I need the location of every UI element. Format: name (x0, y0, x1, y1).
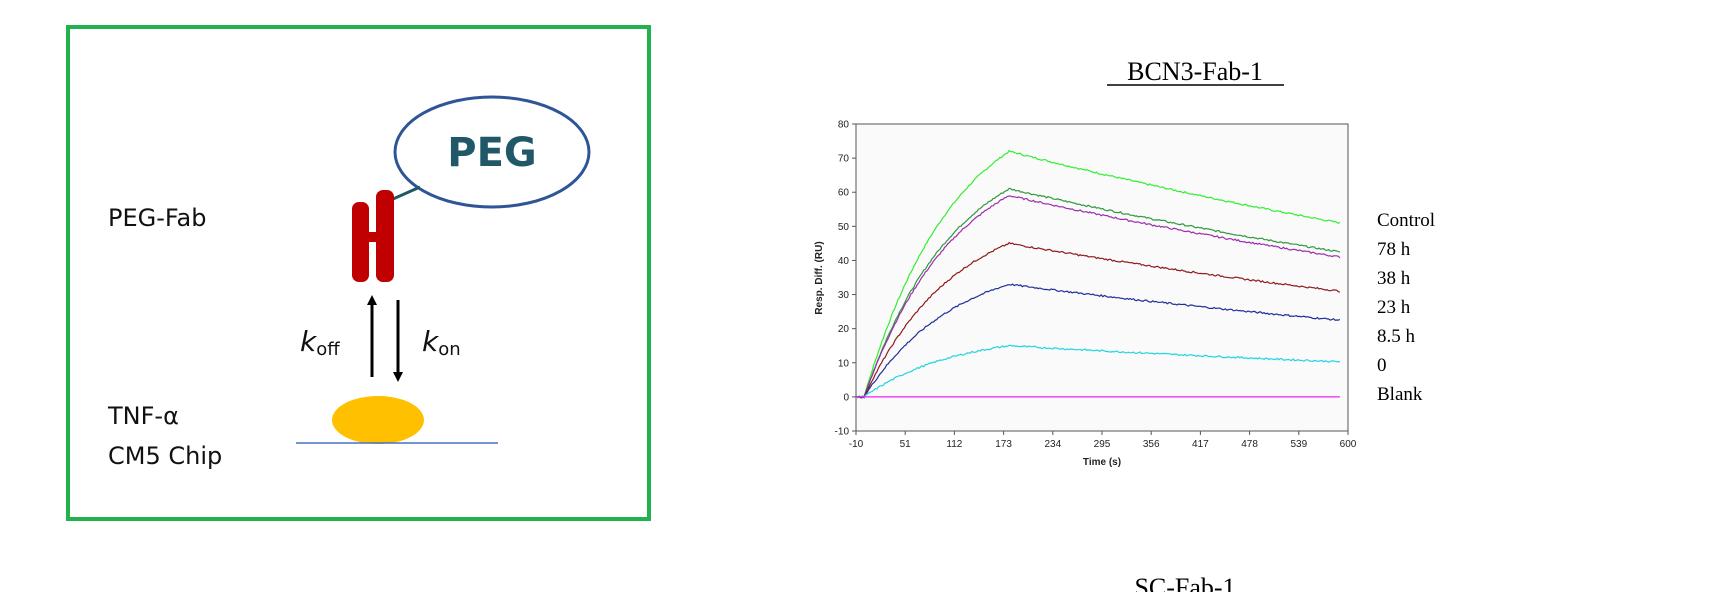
series-layer (855, 149, 1341, 399)
bottom-title: SC-Fab-1 (1134, 573, 1235, 592)
x-tick-label: 600 (1340, 439, 1357, 450)
peg-ellipse (393, 95, 591, 209)
y-tick-label: 60 (838, 188, 850, 199)
legend-entry: 78 h (1377, 239, 1411, 260)
legend: Control 78 h 38 h 23 h 8.5 h 0 Blank (1377, 210, 1435, 405)
x-tick-label: 356 (1143, 439, 1160, 450)
y-tick-label: -10 (835, 427, 850, 438)
x-tick-label: -10 (849, 439, 864, 450)
series-line-3 (855, 241, 1341, 399)
peg-fab-label: PEG-Fab (108, 204, 206, 232)
peg-label: PEG (447, 130, 536, 176)
legend-entry: 38 h (1377, 268, 1411, 289)
y-tick-label: 0 (843, 392, 849, 403)
peg-linker (392, 185, 421, 201)
y-tick-label: 50 (838, 222, 850, 233)
chip-label: CM5 Chip (108, 442, 222, 470)
series-line-1 (855, 187, 1340, 399)
y-tick-label: 10 (838, 358, 850, 369)
kon-label: kon (422, 325, 461, 360)
x-tick-label: 173 (995, 439, 1012, 450)
binding-schematic: PEG PEG-Fab koff kon TNF-α CM5 Chip (66, 25, 651, 521)
y-tick-label: 30 (838, 290, 850, 301)
series-line-0 (855, 149, 1341, 399)
plot-area (855, 123, 1349, 432)
series-line-5 (855, 344, 1341, 399)
x-tick-label: 112 (946, 439, 962, 450)
series-line-4 (855, 283, 1341, 399)
x-tick-label: 539 (1290, 439, 1307, 450)
x-tick-label: 478 (1241, 439, 1258, 450)
tnf-alpha-label: TNF-α (107, 402, 179, 430)
y-tick-label: 40 (838, 256, 850, 267)
tnf-alpha-ellipse (332, 396, 424, 444)
legend-entry: Blank (1377, 384, 1423, 405)
y-tick-label: 20 (838, 324, 850, 335)
chart-title: BCN3-Fab-1 (1127, 57, 1263, 86)
x-tick-label: 295 (1094, 439, 1111, 450)
koff-label: koff (300, 325, 340, 360)
fab-icon (352, 190, 394, 282)
legend-entry: 0 (1377, 355, 1387, 376)
y-tick-label: 80 (838, 120, 850, 131)
axes: -10 51 112 173 234 295 356 417 478 539 600 -10 0 10 20… (835, 120, 1357, 451)
diagram-frame (66, 25, 651, 521)
legend-entry: 8.5 h (1377, 326, 1416, 347)
y-tick-label: 70 (838, 154, 850, 165)
legend-entry: 23 h (1377, 297, 1411, 318)
series-line-2 (855, 195, 1341, 399)
legend-entry: Control (1377, 210, 1435, 231)
x-tick-label: 51 (900, 439, 912, 450)
x-axis-title: Time (s) (1083, 457, 1121, 468)
x-tick-label: 417 (1192, 439, 1209, 450)
y-axis-title: Resp. Diff. (RU) (814, 241, 825, 314)
x-tick-label: 234 (1044, 439, 1061, 450)
